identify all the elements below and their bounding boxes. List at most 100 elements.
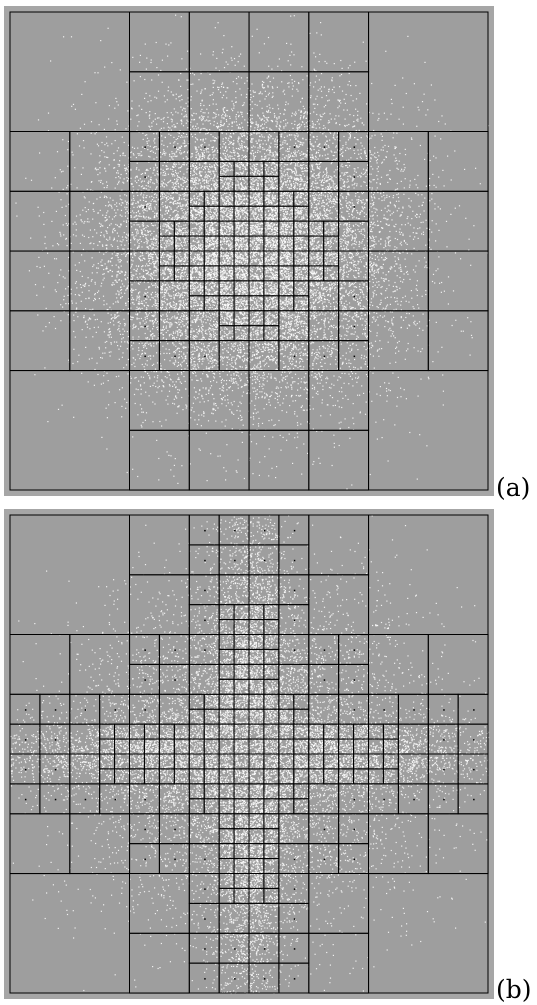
cell-marker	[293, 146, 296, 148]
cell-marker	[413, 798, 415, 801]
cell-marker	[293, 918, 296, 920]
cell-marker	[204, 619, 206, 622]
cell-marker	[114, 709, 117, 711]
cell-marker	[473, 709, 475, 711]
cell-marker	[114, 798, 117, 801]
cell-marker	[443, 709, 445, 711]
cell-marker	[353, 649, 356, 651]
cell-marker	[353, 295, 356, 298]
cell-marker	[323, 649, 326, 651]
cell-marker	[174, 146, 176, 148]
cell-marker	[204, 146, 206, 148]
cell-marker	[204, 589, 206, 592]
cell-marker	[144, 649, 146, 651]
cell-marker	[204, 649, 206, 651]
cell-marker	[473, 739, 475, 741]
panel-a	[4, 6, 494, 496]
cell-marker	[24, 739, 27, 741]
cell-marker	[144, 798, 146, 801]
cell-marker	[353, 355, 356, 358]
cell-marker	[84, 798, 87, 801]
cell-marker	[353, 176, 356, 178]
cell-marker	[293, 888, 296, 890]
quadtree-grid-b	[9, 514, 489, 994]
cell-marker	[204, 948, 206, 950]
cell-marker	[234, 948, 236, 950]
cell-marker	[443, 739, 445, 741]
cell-marker	[383, 709, 385, 711]
cell-marker	[204, 978, 206, 980]
cell-marker	[204, 888, 206, 890]
cell-marker	[144, 355, 146, 358]
cell-marker	[353, 709, 356, 711]
quadtree-plot-a	[4, 6, 494, 496]
cell-markers-b	[24, 529, 475, 980]
cell-marker	[353, 206, 356, 208]
cell-marker	[323, 355, 326, 358]
cell-marker	[24, 768, 27, 771]
cell-marker	[234, 978, 236, 980]
cell-marker	[204, 355, 206, 358]
cell-marker	[204, 529, 206, 532]
cell-marker	[413, 709, 415, 711]
cell-marker	[473, 768, 475, 771]
cell-marker	[24, 709, 27, 711]
cell-marker	[144, 176, 146, 178]
cell-marker	[293, 355, 296, 358]
cell-marker	[263, 559, 266, 562]
cell-marker	[234, 529, 236, 532]
cell-marker	[144, 828, 146, 831]
cell-marker	[293, 978, 296, 980]
cell-marker	[293, 858, 296, 861]
plot-border-b	[9, 514, 489, 994]
cell-marker	[353, 828, 356, 831]
cell-marker	[473, 798, 475, 801]
panel-b	[4, 509, 494, 999]
plot-border-a	[9, 11, 489, 491]
cell-marker	[323, 858, 326, 861]
cell-marker	[54, 798, 57, 801]
cell-marker	[24, 798, 27, 801]
cell-marker	[54, 768, 57, 771]
cell-marker	[293, 559, 296, 562]
cell-marker	[144, 325, 146, 328]
cell-marker	[353, 858, 356, 861]
cell-marker	[323, 679, 326, 681]
cell-marker	[204, 559, 206, 562]
cell-marker	[293, 649, 296, 651]
cell-marker	[263, 529, 266, 532]
quadtree-plot-b	[4, 509, 494, 999]
cell-marker	[174, 355, 176, 358]
cell-marker	[323, 146, 326, 148]
cell-marker	[84, 709, 87, 711]
cell-marker	[204, 858, 206, 861]
cell-marker	[174, 679, 176, 681]
cell-marker	[353, 146, 356, 148]
cell-marker	[144, 709, 146, 711]
cell-marker	[174, 828, 176, 831]
cell-marker	[204, 918, 206, 920]
panel-label-b: (b)	[496, 977, 532, 1002]
cell-marker	[293, 589, 296, 592]
cell-marker	[353, 325, 356, 328]
cell-marker	[263, 978, 266, 980]
panel-label-a: (a)	[496, 475, 530, 500]
cell-marker	[234, 559, 236, 562]
cell-marker	[323, 828, 326, 831]
cell-marker	[383, 798, 385, 801]
cell-marker	[293, 948, 296, 950]
cell-marker	[144, 679, 146, 681]
cell-marker	[443, 798, 445, 801]
cell-marker	[353, 679, 356, 681]
cell-marker	[353, 798, 356, 801]
cell-marker	[174, 858, 176, 861]
cell-marker	[54, 739, 57, 741]
cell-marker	[443, 768, 445, 771]
cell-marker	[293, 529, 296, 532]
cell-marker	[144, 206, 146, 208]
cell-marker	[293, 619, 296, 622]
cell-marker	[144, 295, 146, 298]
cell-marker	[54, 709, 57, 711]
cell-markers-a	[144, 146, 356, 358]
cell-marker	[144, 146, 146, 148]
